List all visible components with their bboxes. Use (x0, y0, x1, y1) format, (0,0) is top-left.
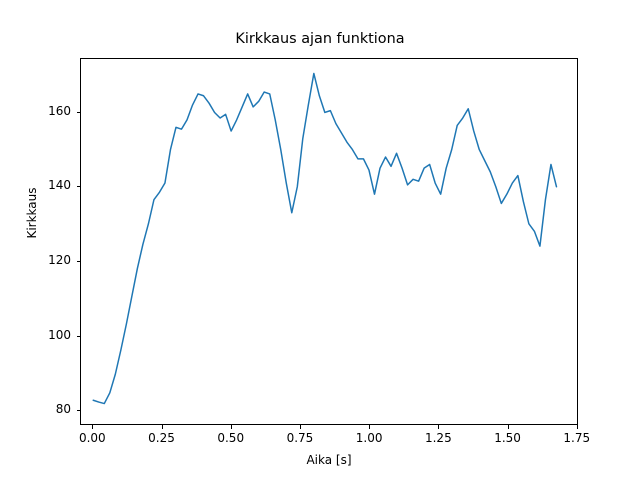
chart-title: Kirkkaus ajan funktiona (235, 31, 405, 47)
data-line-plot (92, 72, 558, 405)
x-tick-label: 1.00 (355, 431, 383, 445)
x-tick-mark (507, 425, 509, 429)
plot-axes (80, 58, 578, 425)
x-tick-mark (92, 425, 94, 429)
x-tick-mark (576, 425, 578, 429)
x-tick-mark (161, 425, 163, 429)
y-axis-label: Kirkkaus (25, 187, 39, 239)
x-tick-label: 0.75 (286, 431, 314, 445)
x-tick-label: 0.00 (78, 431, 106, 445)
x-tick-label: 0.25 (148, 431, 175, 445)
x-tick-mark (438, 425, 440, 429)
y-tick-label: 140 (48, 178, 71, 193)
x-tick-mark (230, 425, 232, 429)
y-tick-label: 120 (48, 253, 71, 268)
x-tick-label: 1.50 (494, 431, 521, 445)
y-tick-mark (76, 261, 80, 263)
x-tick-label: 1.25 (424, 431, 452, 445)
x-tick-label: 0.50 (217, 431, 245, 445)
y-tick-mark (76, 186, 80, 188)
y-tick-mark (76, 410, 80, 412)
x-tick-mark (369, 425, 371, 429)
series-line-kirkkaus (92, 72, 558, 405)
x-tick-mark (299, 425, 301, 429)
x-axis-label: Aika [s] (306, 453, 352, 467)
y-tick-label: 160 (48, 103, 71, 118)
x-tick-label: 1.75 (563, 431, 591, 445)
y-tick-label: 80 (55, 402, 71, 417)
y-tick-label: 100 (48, 327, 71, 342)
y-tick-mark (76, 335, 80, 337)
y-tick-mark (76, 111, 80, 113)
